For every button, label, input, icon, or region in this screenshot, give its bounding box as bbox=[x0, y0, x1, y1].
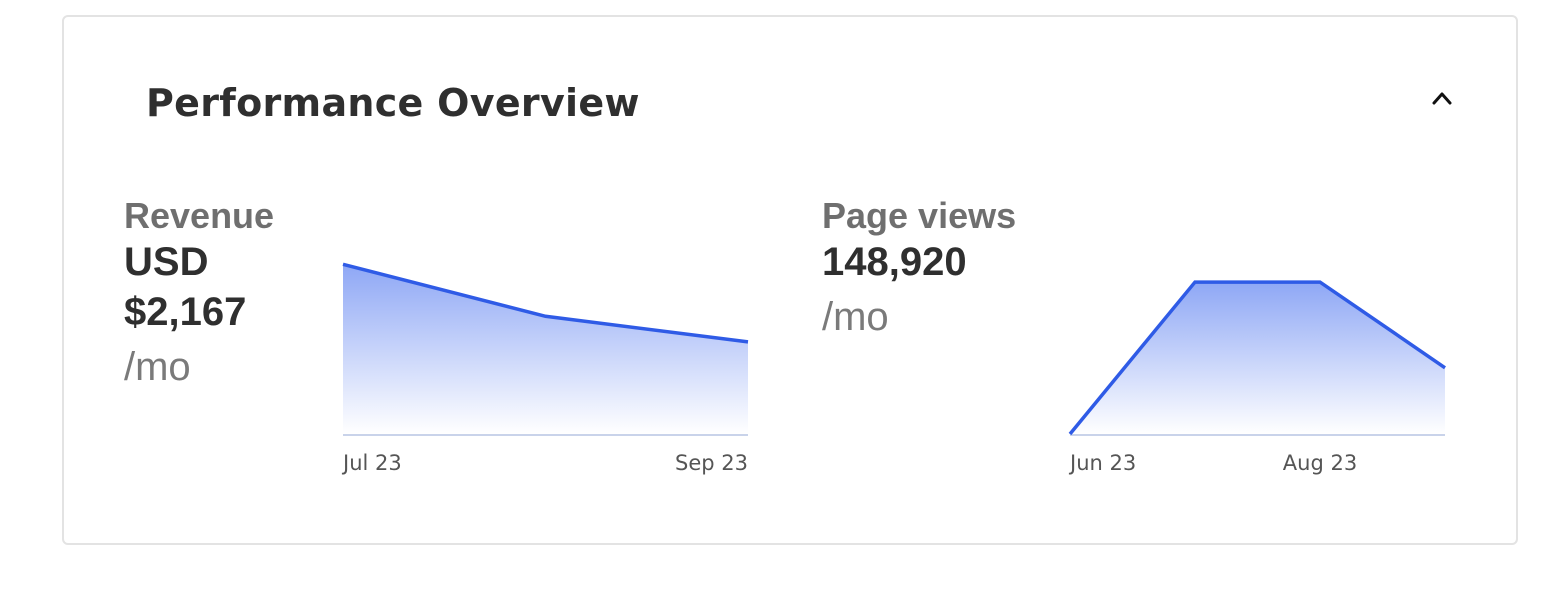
revenue-value: $2,167 bbox=[124, 290, 247, 334]
revenue-x-tick-label: Sep 23 bbox=[675, 451, 748, 475]
performance-overview-card: Performance Overview Revenue USD $2,167 … bbox=[62, 15, 1518, 545]
card-title: Performance Overview bbox=[146, 81, 640, 125]
page-views-x-tick-label: Jun 23 bbox=[1068, 451, 1136, 475]
revenue-currency: USD bbox=[124, 240, 209, 284]
page-views-series-line bbox=[1068, 280, 1446, 436]
revenue-x-tick-label: Jul 23 bbox=[341, 451, 402, 475]
page-views-label: Page views bbox=[822, 195, 1017, 236]
revenue-sparkline-chart: Jul 23 Sep 23 bbox=[341, 262, 749, 475]
chevron-up-icon bbox=[1432, 92, 1452, 105]
revenue-metric: Revenue USD $2,167 /mo bbox=[124, 195, 324, 393]
page-views-x-tick-label: Aug 23 bbox=[1283, 451, 1357, 475]
page-views-sparkline-chart: Jun 23 Aug 23 bbox=[1068, 280, 1446, 475]
collapse-button[interactable] bbox=[1422, 79, 1462, 115]
page-views-area bbox=[1070, 282, 1445, 434]
revenue-unit: /mo bbox=[124, 345, 191, 389]
revenue-area bbox=[343, 264, 748, 434]
page-views-unit: /mo bbox=[822, 295, 889, 339]
page-views-metric: Page views 148,920 /mo bbox=[822, 195, 1082, 343]
page-views-value: 148,920 bbox=[822, 240, 967, 284]
revenue-label: Revenue bbox=[124, 195, 275, 236]
